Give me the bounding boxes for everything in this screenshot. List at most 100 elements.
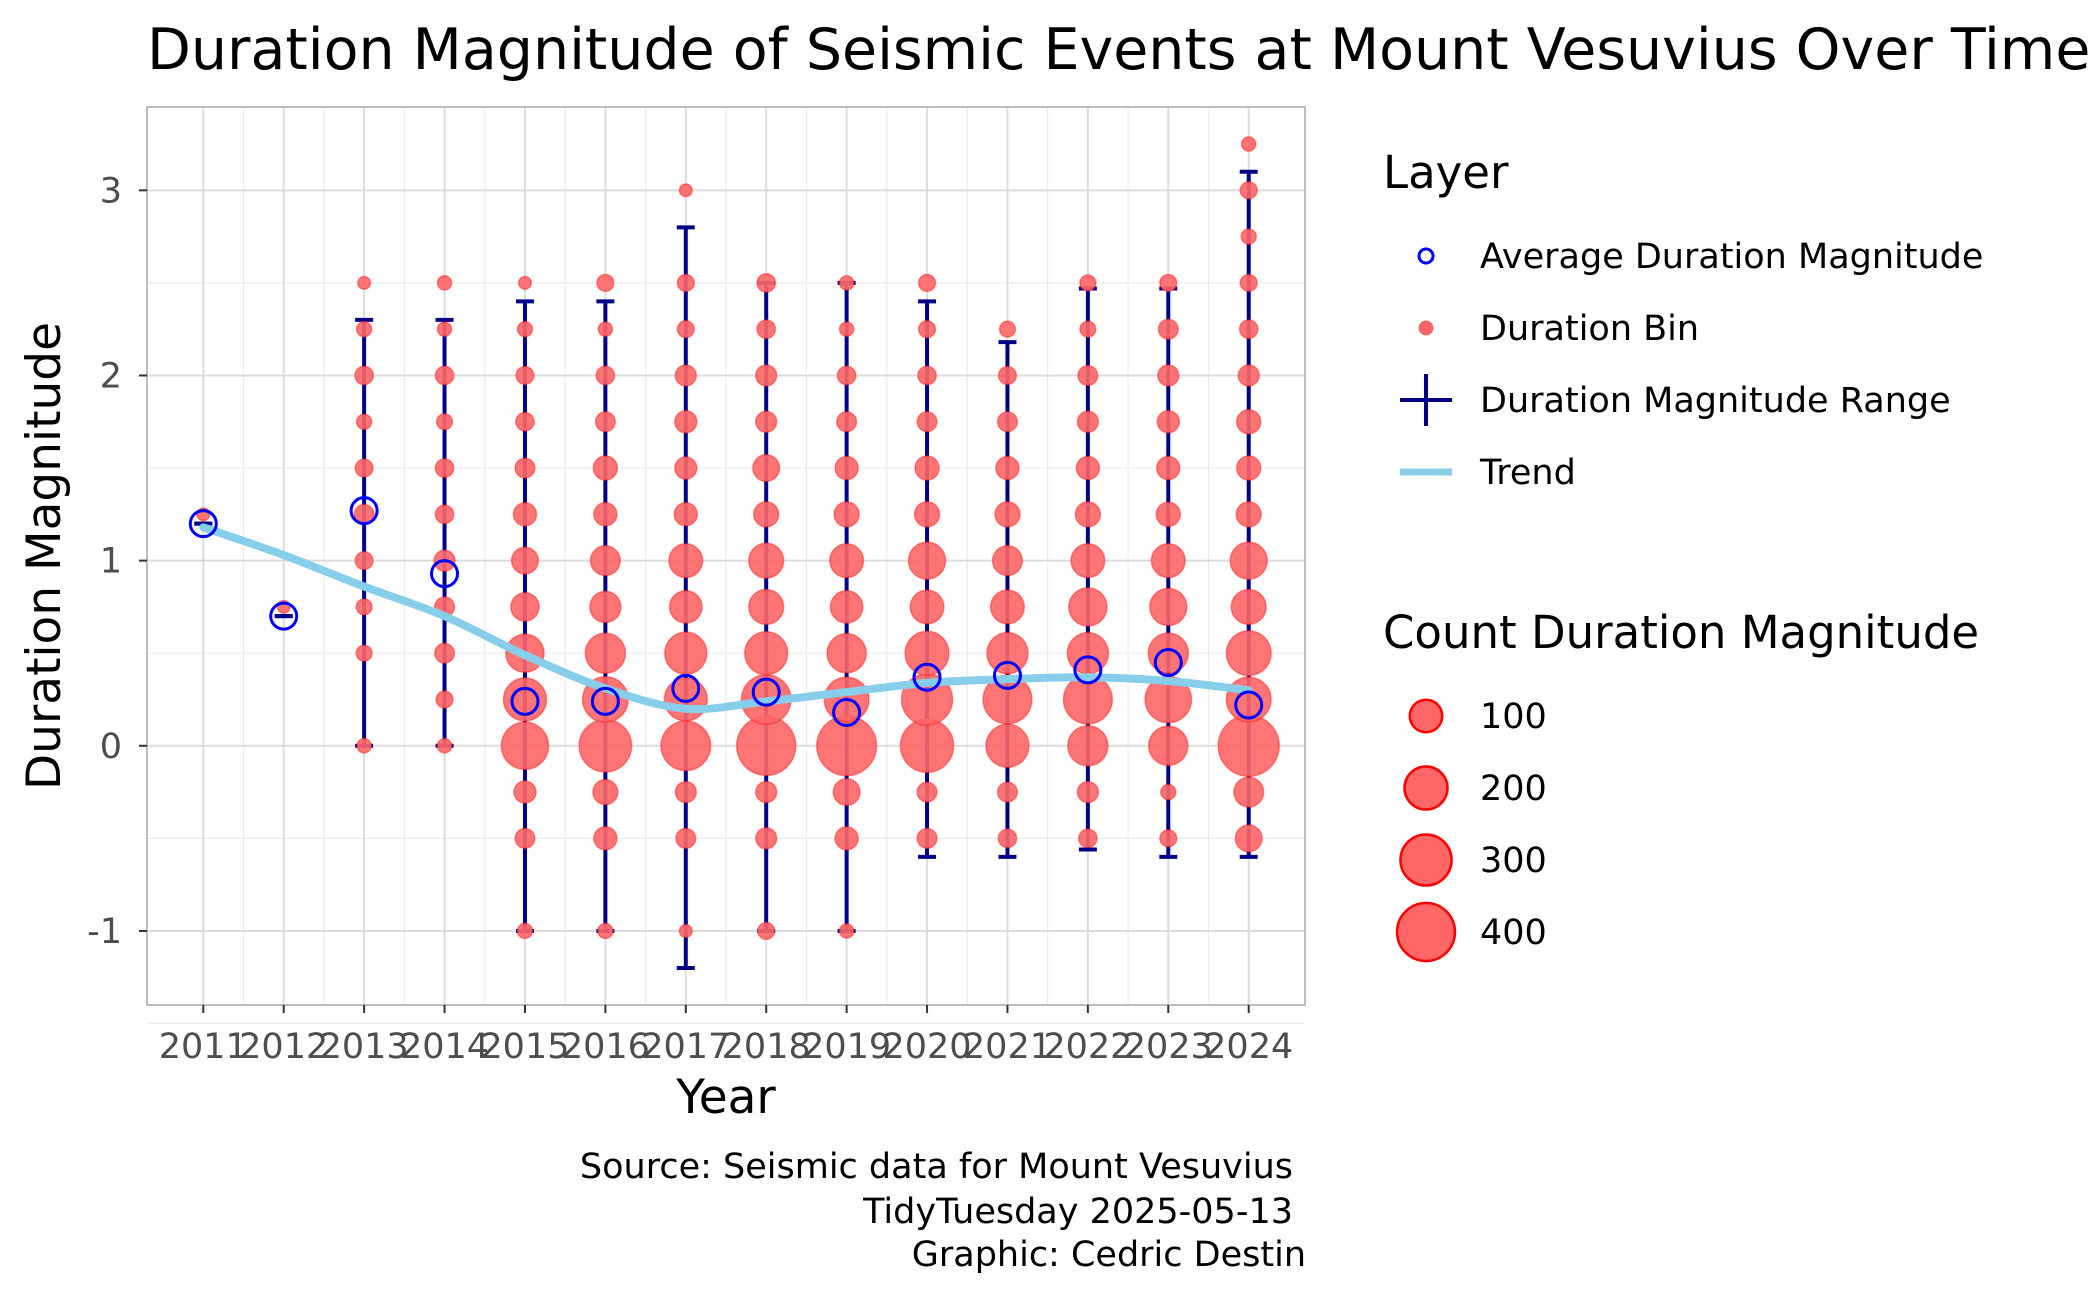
x-tick-label: 2012 [239,1027,328,1067]
duration-bin-point [356,737,372,754]
duration-bin-point [593,502,618,527]
duration-bin-point [516,922,534,940]
duration-bin-point [1070,543,1106,579]
duration-bin-point [663,631,708,676]
duration-bin-point [1150,543,1186,579]
duration-bin-point [735,715,797,777]
duration-bin-point [436,321,453,338]
y-tick-label: 0 [100,727,122,767]
duration-bin-point [914,455,940,481]
x-tick-label: 2022 [1043,1027,1132,1067]
duration-bin-point [826,632,867,674]
duration-bin-point [834,826,859,851]
duration-bin-point [436,275,453,291]
duration-bin-point [676,273,695,293]
y-tick-label: 1 [100,542,122,582]
duration-bin-point [354,365,375,386]
duration-bin-point [838,321,855,338]
duration-bin-point [355,413,373,431]
duration-bin-point [998,320,1017,338]
duration-bin-point [913,501,941,528]
duration-bin-point [1239,181,1258,200]
x-tick-label: 2023 [1124,1027,1213,1067]
duration-bin-point [1160,783,1177,801]
duration-bin-point [985,723,1030,769]
duration-bin-point [594,411,616,433]
legend-size-circle [1395,901,1457,963]
duration-bin-point [1230,588,1267,626]
duration-bin-point [904,630,950,676]
legend-key-bin [1418,320,1434,336]
duration-bin-point [917,365,937,386]
duration-bin-point [754,410,778,433]
legend-size-items: 100 200 300 400 [1395,697,1547,963]
average-point [671,673,701,703]
duration-bin-point [589,590,622,624]
duration-bin-point [756,319,777,340]
duration-bin-point [517,275,533,290]
duration-bin-point [1240,136,1257,152]
x-tick-label: 2013 [320,1027,409,1067]
duration-bin-point [593,826,618,851]
duration-bin-point [668,589,703,624]
duration-bin-point [435,690,454,709]
duration-bin-point [578,718,633,773]
duration-bin-point [1217,714,1280,778]
duration-bin-point [1076,410,1100,433]
duration-bin-point [1233,776,1265,808]
duration-bin-point [510,592,540,622]
duration-bin-point [500,721,550,771]
duration-bin-point [597,321,614,338]
average-point [510,686,540,716]
duration-bin-point [829,589,864,624]
y-tick-label: -1 [87,912,122,952]
duration-bin-point [1237,364,1260,387]
duration-bin-point [1240,228,1257,245]
duration-bin-point [748,542,785,579]
caption: Source: Seismic data for Mount Vesuvius … [580,1147,1306,1275]
duration-bin-point [1077,828,1098,849]
duration-bin-point [515,411,535,432]
duration-bin-point [916,781,938,803]
duration-bin-point [829,543,865,579]
duration-bin-point [1235,501,1262,528]
duration-bin-point [584,632,627,675]
duration-bin-point [510,546,540,575]
duration-bin-point [674,780,698,804]
legend: Layer Average Duration Magnitude Duration… [1383,146,1983,963]
duration-bin-point [1157,364,1180,387]
duration-bin-point [995,455,1020,481]
average-point [1234,690,1264,720]
duration-bin-point [674,456,698,480]
average-point [349,496,379,526]
duration-bin-point [743,630,789,676]
duration-bin-point [355,320,373,338]
x-tick-label: 2024 [1204,1027,1293,1067]
legend-label-average: Average Duration Magnitude [1480,237,1983,277]
duration-bin-point [1147,632,1190,675]
x-tick-label: 2019 [802,1027,891,1067]
duration-bin-point [355,598,373,616]
x-tick-label: 2017 [641,1027,730,1067]
duration-bin-point [357,275,372,290]
duration-bin-point [1235,408,1262,435]
average-point [430,559,460,589]
legend-size-label: 400 [1480,913,1547,953]
duration-bin-point [836,411,858,433]
duration-bin-point [674,364,698,387]
legend-size-label: 100 [1480,697,1547,737]
duration-bin-point [512,502,538,527]
duration-bin-point [435,413,454,431]
duration-bin-point [1147,725,1189,767]
average-point [832,697,862,727]
legend-label-trend: Trend [1479,453,1576,493]
duration-bin-point [513,780,537,804]
duration-bin-point [1239,273,1258,293]
duration-bin-point [1067,724,1109,767]
duration-bin-point [675,827,697,849]
duration-bin-point [986,631,1029,675]
duration-bin-point [1225,676,1272,723]
duration-bin-point [994,501,1021,528]
duration-bin-point [1156,409,1181,434]
legend-size-title: Count Duration Magnitude [1383,606,1979,659]
